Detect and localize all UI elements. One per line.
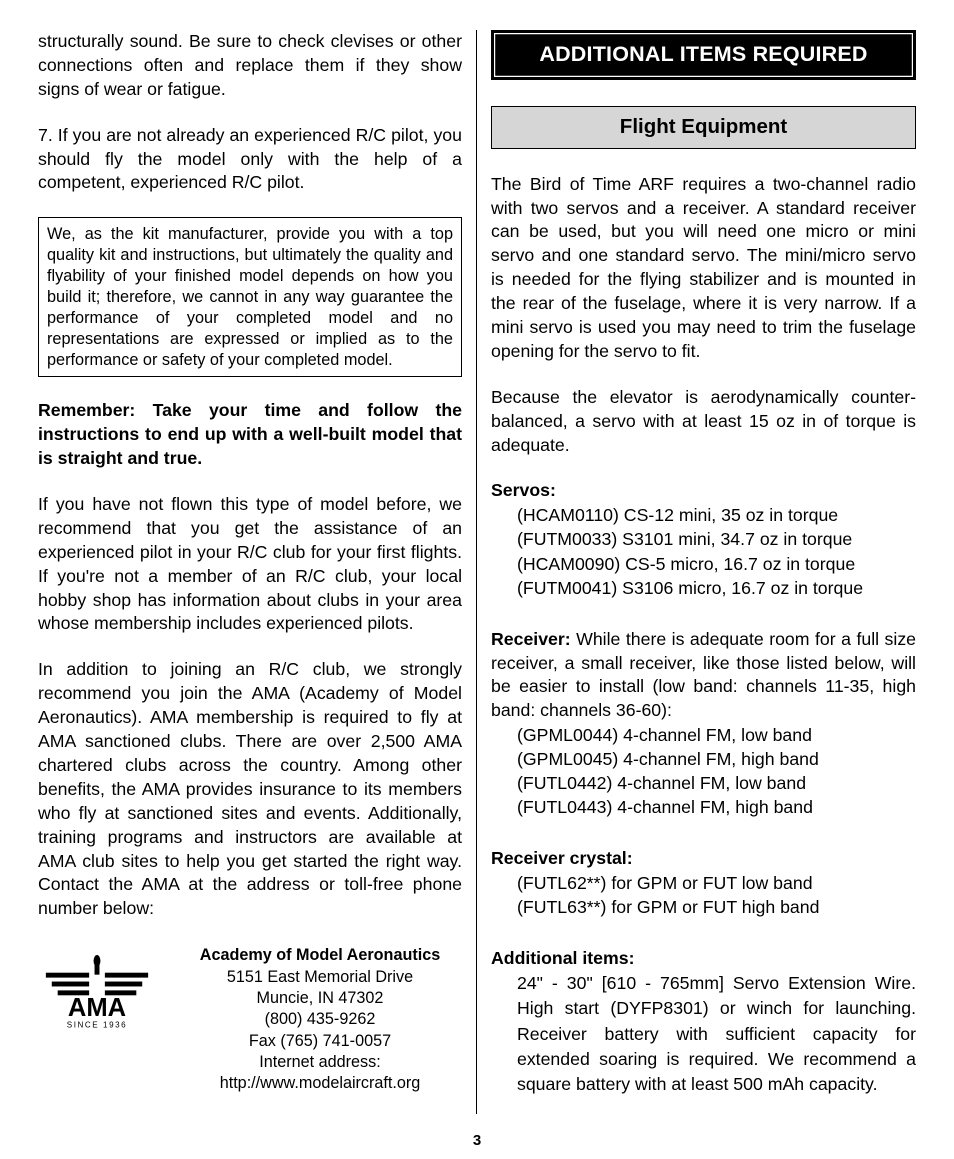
ama-addr2: Muncie, IN 47302 [178,988,462,1009]
receiver-paragraph: Receiver: While there is adequate room f… [491,628,916,724]
manufacturer-disclaimer-box: We, as the kit manufacturer, provide you… [38,217,462,377]
servos-list: (HCAM0110) CS-12 mini, 35 oz in torque (… [491,503,916,599]
receivers-list: (GPML0044) 4-channel FM, low band (GPML0… [491,723,916,819]
ama-org-name: Academy of Model Aeronautics [178,945,462,966]
ama-internet-label: Internet address: [178,1052,462,1073]
ama-phone: (800) 435-9262 [178,1009,462,1030]
list-item: (GPML0045) 4-channel FM, high band [517,747,916,771]
ama-logo-text: AMA [68,994,126,1022]
para-step-7: 7. If you are not already an experienced… [38,124,462,196]
ama-logo: AMA SINCE 1936 [38,945,178,1039]
crystal-list: (FUTL62**) for GPM or FUT low band (FUTL… [491,871,916,919]
list-item: (FUTL62**) for GPM or FUT low band [517,871,916,895]
list-item: (FUTL0443) 4-channel FM, high band [517,795,916,819]
two-column-layout: structurally sound. Be sure to check cle… [38,30,916,1114]
ama-fax: Fax (765) 741-0057 [178,1031,462,1052]
remember-heading: Remember: Take your time and follow the … [38,399,462,471]
receiver-heading: Receiver: [491,629,571,649]
section-heading-additional-items: ADDITIONAL ITEMS REQUIRED [491,30,916,80]
ama-url: http://www.modelaircraft.org [178,1073,462,1094]
servos-heading: Servos: [491,479,916,503]
right-column: ADDITIONAL ITEMS REQUIRED Flight Equipme… [477,30,916,1114]
para-structurally-sound: structurally sound. Be sure to check cle… [38,30,462,102]
list-item: (FUTM0041) S3106 micro, 16.7 oz in torqu… [517,576,916,600]
list-item: (FUTM0033) S3101 mini, 34.7 oz in torque [517,527,916,551]
subsection-heading-flight-equipment: Flight Equipment [491,106,916,149]
ama-since-text: SINCE 1936 [67,1021,127,1030]
ama-address-block: Academy of Model Aeronautics 5151 East M… [178,945,462,1095]
page-number: 3 [0,1132,954,1149]
para-elevator-torque: Because the elevator is aerodynamically … [491,386,916,458]
ama-contact-block: AMA SINCE 1936 Academy of Model Aeronaut… [38,945,462,1095]
list-item: (FUTL63**) for GPM or FUT high band [517,895,916,919]
para-first-flights: If you have not flown this type of model… [38,493,462,636]
left-column: structurally sound. Be sure to check cle… [38,30,477,1114]
list-item: (GPML0044) 4-channel FM, low band [517,723,916,747]
additional-items-text: 24" - 30" [610 - 765mm] Servo Extension … [491,971,916,1097]
list-item: (FUTL0442) 4-channel FM, low band [517,771,916,795]
additional-items-heading: Additional items: [491,947,916,971]
para-radio-requirements: The Bird of Time ARF requires a two-chan… [491,173,916,364]
list-item: (HCAM0110) CS-12 mini, 35 oz in torque [517,503,916,527]
para-ama-recommend: In addition to joining an R/C club, we s… [38,658,462,921]
ama-addr1: 5151 East Memorial Drive [178,967,462,988]
receiver-crystal-heading: Receiver crystal: [491,847,916,871]
list-item: (HCAM0090) CS-5 micro, 16.7 oz in torque [517,552,916,576]
